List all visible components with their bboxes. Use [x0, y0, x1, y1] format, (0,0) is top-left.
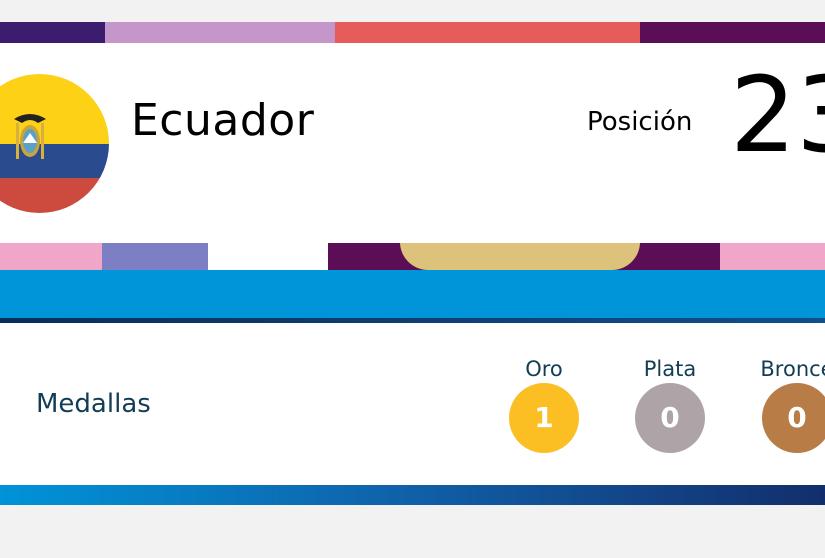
ecuador-flag-icon — [0, 74, 109, 213]
medal-gold: Oro 1 — [499, 357, 589, 453]
medals-section: Medallas Oro 1 Plata 0 Bronce 0 — [0, 323, 825, 485]
medal-count: 1 — [509, 383, 579, 453]
medal-count: 0 — [762, 383, 825, 453]
country-card: Ecuador Posición 23 — [0, 43, 825, 243]
gradient-bar — [0, 485, 825, 505]
position-value: 23 — [730, 54, 825, 176]
blue-band — [0, 270, 825, 318]
medal-bronze: Bronce 0 — [752, 357, 825, 453]
position-label: Posición — [587, 107, 693, 137]
country-name: Ecuador — [131, 95, 315, 146]
medal-label: Bronce — [760, 357, 825, 381]
medal-silver: Plata 0 — [625, 357, 715, 453]
coat-of-arms-icon — [14, 114, 46, 159]
medals-title: Medallas — [36, 389, 151, 419]
medal-count: 0 — [635, 383, 705, 453]
medal-label: Oro — [525, 357, 563, 381]
medal-label: Plata — [643, 357, 697, 381]
divider — [0, 318, 825, 323]
